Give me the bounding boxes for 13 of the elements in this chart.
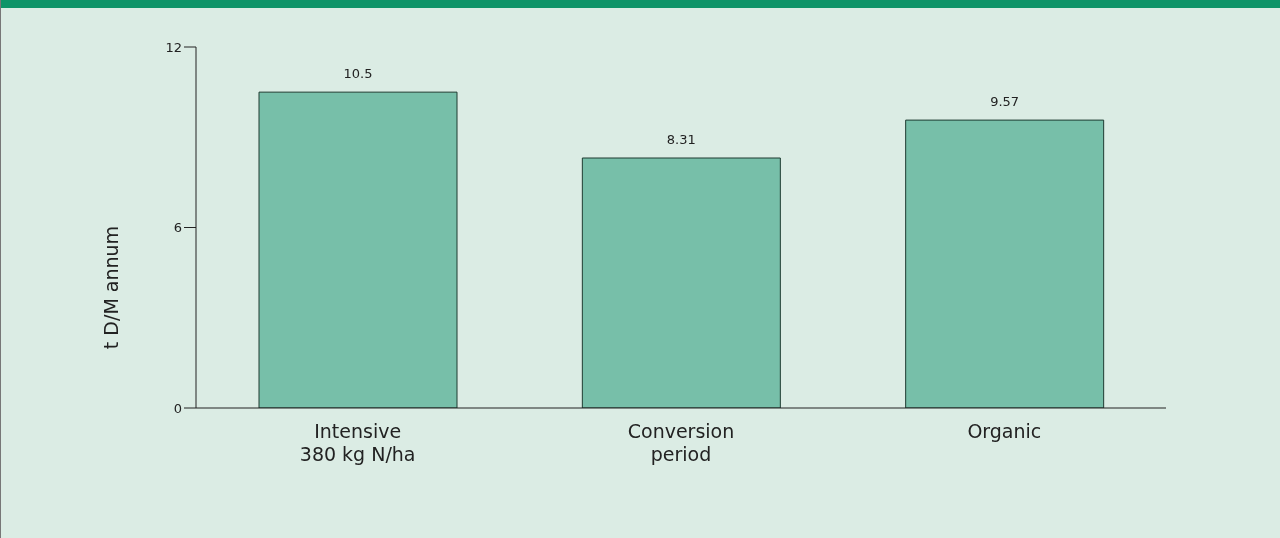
y-axis-title: t D/M annum (99, 225, 122, 350)
data-label: 10.5 (343, 66, 373, 82)
x-tick-label: Conversion period (627, 420, 735, 465)
y-tick-label: 6 (173, 220, 182, 236)
x-tick-label: Organic (967, 420, 1042, 442)
bar (905, 119, 1105, 408)
y-tick-label: 12 (165, 39, 182, 55)
data-label: 9.57 (990, 94, 1020, 110)
x-tick-label: Intensive 380 kg N/ha (299, 420, 416, 465)
bar (258, 91, 458, 408)
data-label: 8.31 (666, 132, 696, 148)
y-tick-label: 0 (173, 400, 182, 416)
bar (581, 157, 781, 408)
